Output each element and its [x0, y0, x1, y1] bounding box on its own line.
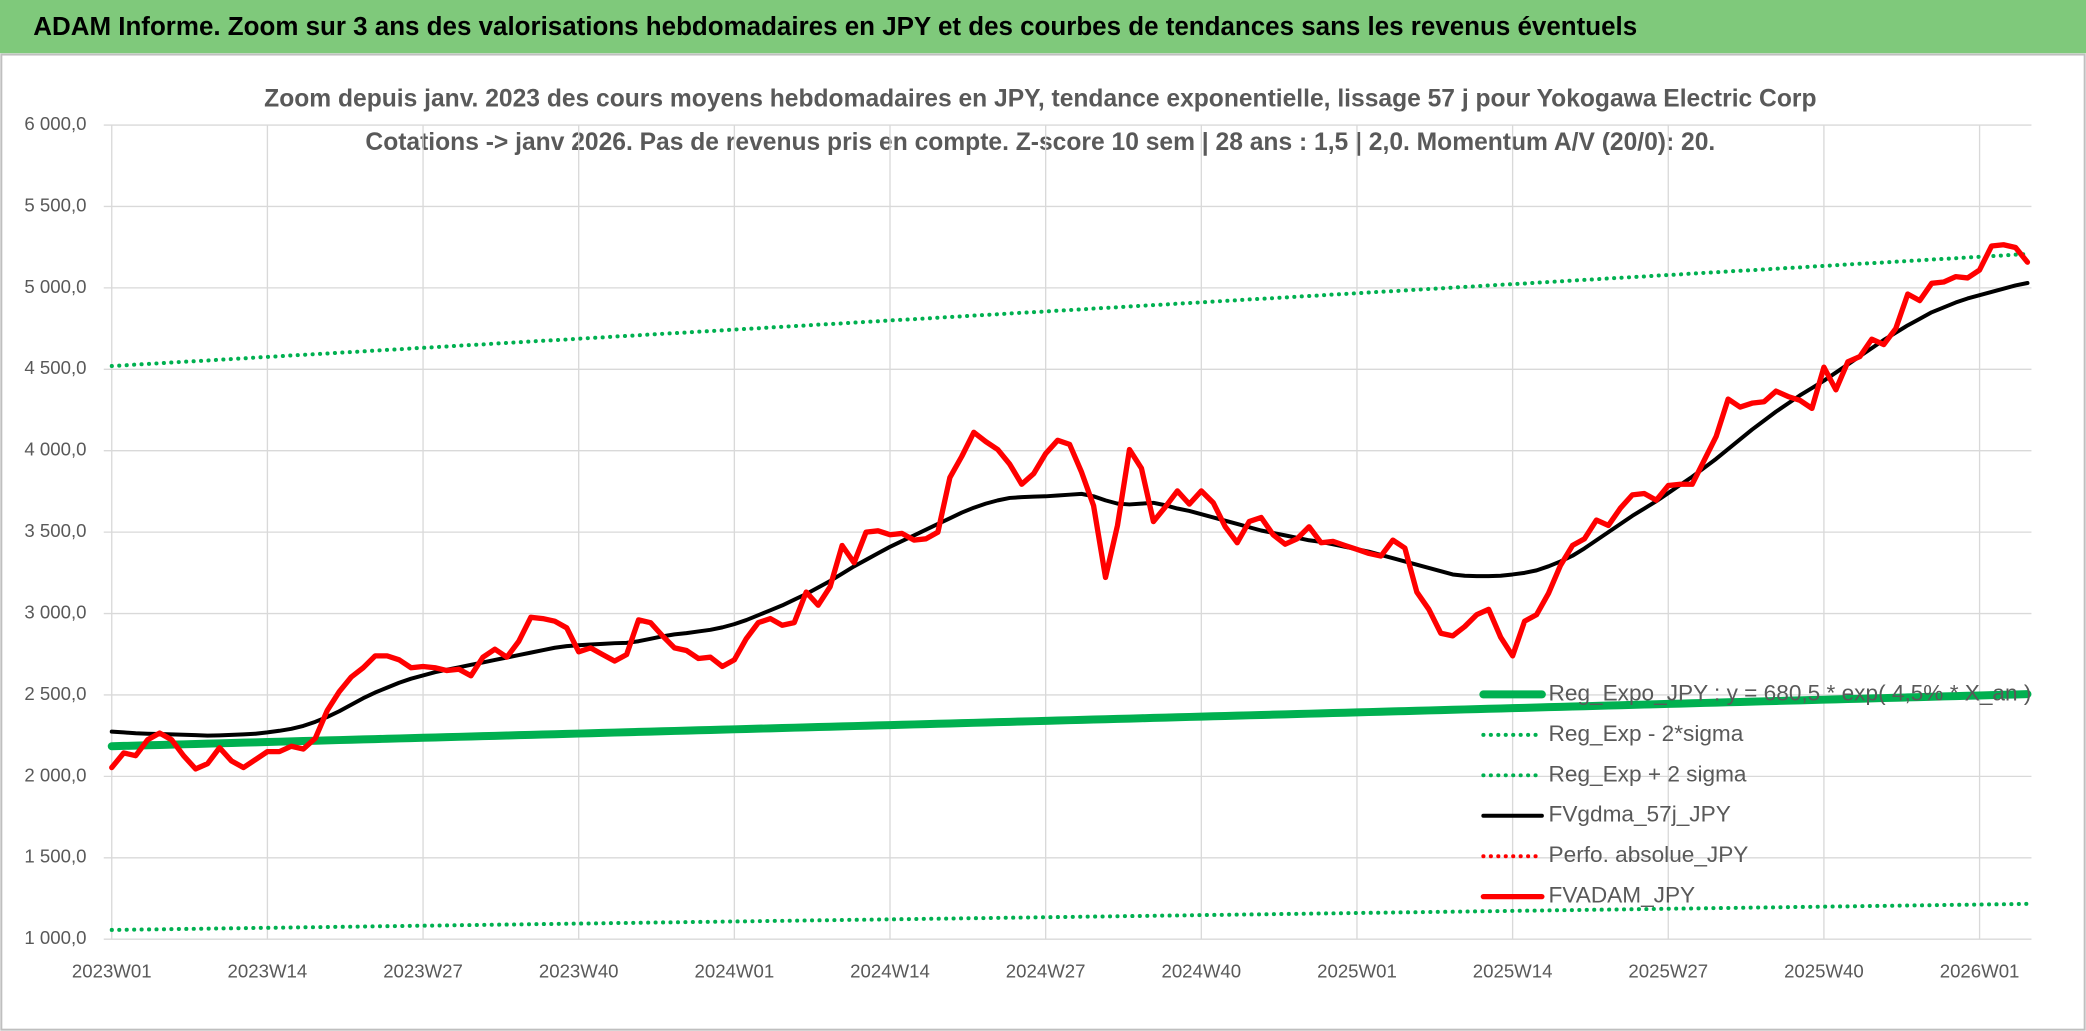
- x-tick-label: 2025W27: [1628, 960, 1708, 981]
- header-bar: [0, 0, 2086, 54]
- legend-label: Perfo. absolue_JPY: [1549, 842, 1749, 867]
- y-tick-label: 1 000,0: [24, 927, 86, 948]
- series-line: [109, 242, 2031, 772]
- x-tick-label: 2024W27: [1006, 960, 1086, 981]
- chart-title: Zoom depuis janv. 2023 des cours moyens …: [264, 85, 1816, 112]
- y-tick-label: 3 000,0: [24, 601, 86, 622]
- page-title: ADAM Informe. Zoom sur 3 ans des valoris…: [33, 13, 1637, 41]
- x-tick-label: 2025W40: [1784, 960, 1864, 981]
- x-tick-label: 2024W14: [850, 960, 930, 981]
- series-line: [109, 252, 2030, 369]
- x-tick-label: 2026W01: [1940, 960, 2020, 981]
- y-tick-label: 2 500,0: [24, 683, 86, 704]
- x-tick-label: 2023W01: [72, 960, 152, 981]
- y-tick-label: 4 500,0: [24, 357, 86, 378]
- legend-label: FVADAM_JPY: [1549, 883, 1696, 908]
- y-tick-label: 3 500,0: [24, 520, 86, 541]
- legend: Reg_Expo_JPY : y = 680,5 * exp( 4,5% * X…: [1479, 680, 2032, 908]
- chart-subtitle: Cotations -> janv 2026. Pas de revenus p…: [365, 129, 1715, 156]
- legend-label: Reg_Expo_JPY : y = 680,5 * exp( 4,5% * X…: [1549, 680, 2032, 705]
- y-tick-label: 5 500,0: [24, 194, 86, 215]
- y-tick-label: 4 000,0: [24, 439, 86, 460]
- y-tick-label: 2 000,0: [24, 764, 86, 785]
- plot-area: [107, 242, 2032, 932]
- series-line: [109, 901, 2030, 932]
- x-tick-label: 2023W27: [383, 960, 463, 981]
- series-line: [107, 690, 2032, 751]
- legend-label: Reg_Exp - 2*sigma: [1549, 721, 1744, 746]
- legend-label: FVgdma_57j_JPY: [1549, 802, 1731, 827]
- x-tick-label: 2024W40: [1161, 960, 1241, 981]
- series-line: [109, 281, 2030, 738]
- x-tick-label: 2025W01: [1317, 960, 1397, 981]
- x-tick-label: 2025W14: [1473, 960, 1553, 981]
- x-tick-label: 2023W40: [539, 960, 619, 981]
- y-tick-label: 5 000,0: [24, 276, 86, 297]
- y-tick-label: 6 000,0: [24, 113, 86, 134]
- legend-label: Reg_Exp + 2 sigma: [1549, 761, 1747, 786]
- chart-border: [0, 53, 2086, 1031]
- y-tick-label: 1 500,0: [24, 846, 86, 867]
- x-tick-label: 2023W14: [228, 960, 308, 981]
- x-tick-label: 2024W01: [695, 960, 775, 981]
